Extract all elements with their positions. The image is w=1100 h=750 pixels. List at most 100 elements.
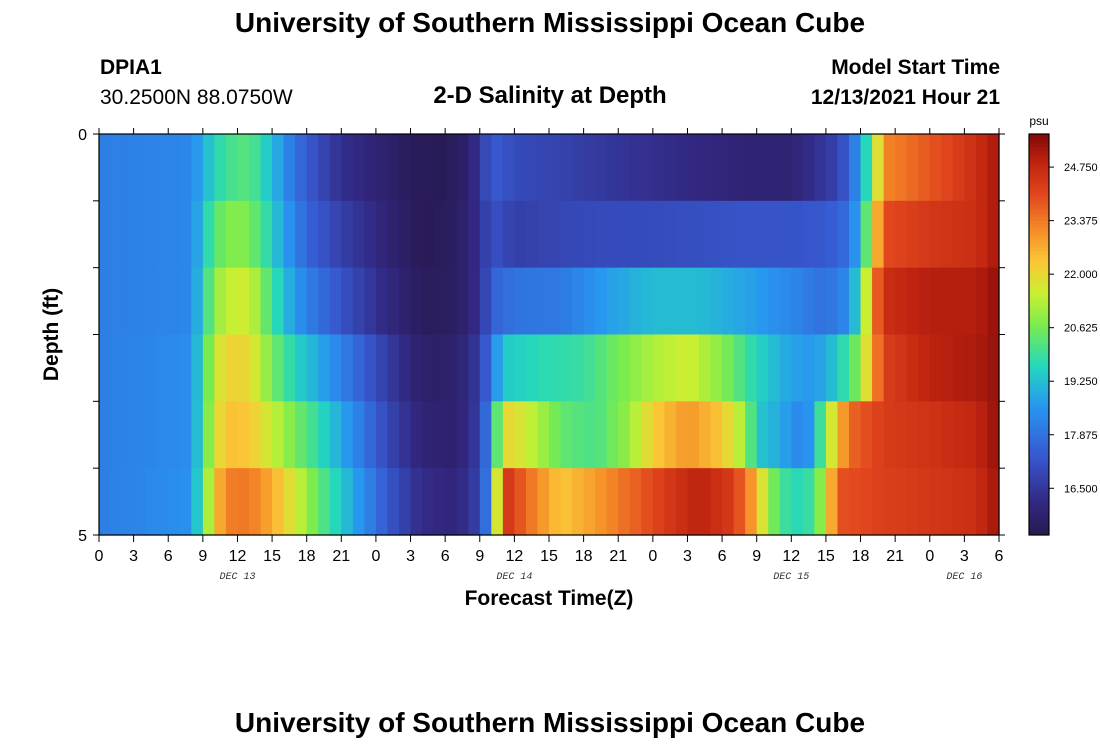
heatmap-cell bbox=[872, 134, 885, 202]
heatmap-cell bbox=[941, 134, 954, 202]
heatmap-cell bbox=[456, 468, 469, 536]
heatmap-cell bbox=[214, 134, 227, 202]
colorbar-step bbox=[1029, 384, 1049, 389]
heatmap-cell bbox=[364, 401, 377, 469]
day-label: DEC 13 bbox=[219, 572, 255, 583]
heatmap-cell bbox=[641, 401, 654, 469]
colorbar-step bbox=[1029, 137, 1049, 142]
heatmap-cell bbox=[756, 468, 769, 536]
heatmap-cell bbox=[272, 401, 285, 469]
colorbar-step bbox=[1029, 144, 1049, 148]
colorbar-step bbox=[1029, 210, 1049, 215]
heatmap-cell bbox=[791, 401, 804, 469]
heatmap-cell bbox=[352, 401, 365, 469]
heatmap-cell bbox=[629, 134, 642, 202]
heatmap-cell bbox=[525, 134, 539, 202]
heatmap-cell bbox=[733, 401, 746, 469]
colorbar-step bbox=[1029, 200, 1049, 205]
heatmap-cell bbox=[802, 468, 815, 536]
heatmap-cell bbox=[433, 468, 446, 536]
heatmap-cell bbox=[837, 200, 850, 269]
heatmap-cell bbox=[779, 401, 792, 469]
heatmap-cell bbox=[99, 267, 112, 336]
heatmap-cell bbox=[860, 200, 873, 269]
heatmap-cell bbox=[918, 468, 931, 536]
heatmap-cell bbox=[929, 200, 942, 269]
colorbar-step bbox=[1029, 454, 1049, 459]
heatmap-cell bbox=[249, 200, 262, 269]
heatmap-cell bbox=[352, 200, 365, 269]
salinity-heatmap-chart: 0 3 6 9 12 15 18 21 0 3 6 9 12 15 18 21 0 3 6 9 12 15 18 21 0 3 6 D… bbox=[40, 114, 1098, 610]
heatmap-cell bbox=[514, 334, 527, 402]
heatmap-cell bbox=[802, 200, 815, 269]
colorbar-step bbox=[1029, 177, 1049, 182]
heatmap-cell bbox=[375, 200, 389, 269]
heatmap-cell bbox=[872, 267, 885, 336]
heatmap-cell bbox=[133, 200, 146, 269]
heatmap-cell bbox=[918, 334, 931, 402]
heatmap-cell bbox=[145, 334, 158, 402]
heatmap-cell bbox=[837, 334, 850, 402]
heatmap-cell bbox=[468, 134, 481, 202]
heatmap-cell bbox=[410, 267, 423, 336]
heatmap-cell bbox=[606, 134, 619, 202]
heatmap-cell bbox=[272, 334, 285, 402]
colorbar-step bbox=[1029, 494, 1049, 499]
heatmap-cell bbox=[249, 267, 262, 336]
heatmap-cell bbox=[606, 267, 619, 336]
heatmap-cell bbox=[133, 334, 146, 402]
heatmap-cell bbox=[583, 468, 596, 536]
heatmap-cell bbox=[399, 267, 412, 336]
heatmap-cell bbox=[825, 334, 839, 402]
x-tick-label: 18 bbox=[852, 548, 870, 565]
heatmap-cell bbox=[306, 468, 319, 536]
y-tick-label: 5 bbox=[78, 528, 87, 545]
heatmap-cell bbox=[722, 200, 735, 269]
heatmap-cell bbox=[745, 134, 758, 202]
x-tick-label: 6 bbox=[164, 548, 173, 565]
heatmap-cell bbox=[872, 468, 885, 536]
heatmap-cell bbox=[906, 267, 919, 336]
y-tick-label: 0 bbox=[78, 127, 87, 144]
heatmap-cell bbox=[99, 401, 112, 469]
x-tick-label: 9 bbox=[752, 548, 761, 565]
heatmap-cell bbox=[733, 468, 746, 536]
heatmap-cell bbox=[156, 401, 169, 469]
heatmap-cell bbox=[156, 468, 169, 536]
heatmap-cell bbox=[422, 468, 435, 536]
heatmap-cell bbox=[814, 200, 827, 269]
heatmap-cell bbox=[652, 401, 665, 469]
colorbar-step bbox=[1029, 421, 1049, 426]
colorbar-step bbox=[1029, 474, 1049, 479]
heatmap-cell bbox=[745, 468, 758, 536]
y-axis-label: Depth (ft) bbox=[40, 288, 63, 381]
heatmap-cell bbox=[479, 334, 492, 402]
heatmap-cell bbox=[249, 334, 262, 402]
heatmap-cell bbox=[341, 267, 354, 336]
heatmap-cell bbox=[237, 267, 250, 336]
heatmap-cell bbox=[964, 267, 977, 336]
colorbar-step bbox=[1029, 431, 1049, 436]
heatmap-cell bbox=[641, 200, 654, 269]
colorbar-step bbox=[1029, 157, 1049, 162]
heatmap-cell bbox=[964, 334, 977, 402]
heatmap-cell bbox=[306, 334, 319, 402]
station-coordinates: 30.2500N 88.0750W bbox=[100, 86, 293, 109]
heatmap-cell bbox=[779, 468, 792, 536]
x-tick-label: 0 bbox=[925, 548, 934, 565]
heatmap-cell bbox=[329, 200, 342, 269]
heatmap-cell bbox=[433, 401, 446, 469]
heatmap-cell bbox=[318, 134, 331, 202]
x-tick-label: 15 bbox=[817, 548, 835, 565]
colorbar-step bbox=[1029, 284, 1049, 289]
heatmap-cell bbox=[202, 468, 215, 536]
colorbar-step bbox=[1029, 274, 1049, 279]
heatmap-cell bbox=[952, 200, 965, 269]
heatmap-cell bbox=[502, 200, 515, 269]
heatmap-cell bbox=[606, 468, 619, 536]
heatmap-cell bbox=[168, 134, 181, 202]
heatmap-cell bbox=[583, 267, 596, 336]
heatmap-cells bbox=[99, 134, 1000, 536]
heatmap-cell bbox=[179, 267, 192, 336]
heatmap-cell bbox=[525, 468, 539, 536]
